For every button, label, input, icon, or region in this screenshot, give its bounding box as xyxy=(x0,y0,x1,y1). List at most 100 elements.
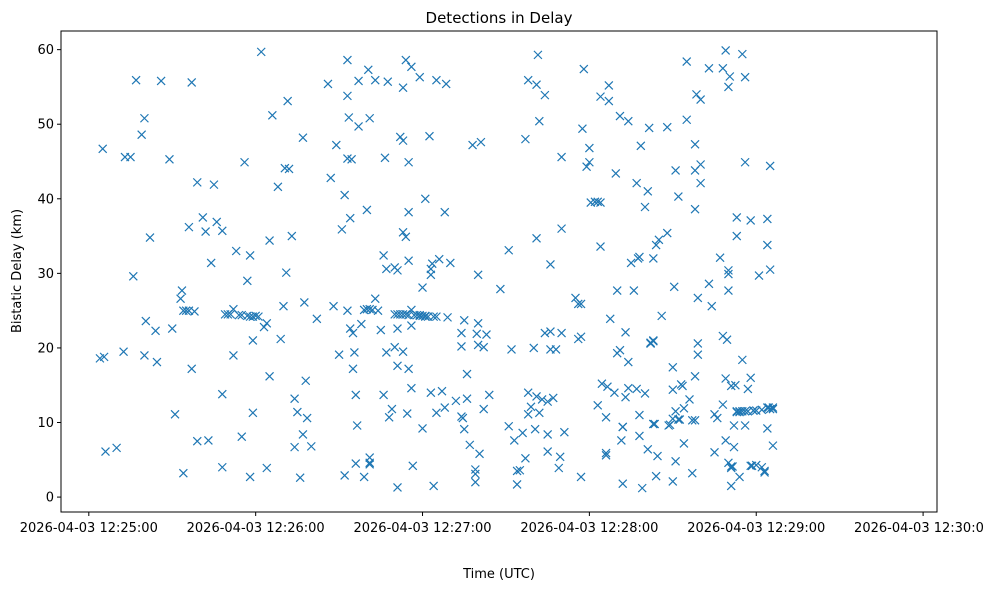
data-point xyxy=(532,391,541,401)
data-point xyxy=(640,389,650,398)
data-point xyxy=(349,347,359,357)
data-point xyxy=(616,435,626,445)
data-point xyxy=(348,328,358,338)
data-point xyxy=(693,339,703,348)
data-point xyxy=(379,390,389,400)
data-point xyxy=(370,294,380,304)
data-point xyxy=(404,157,414,167)
data-point xyxy=(735,472,744,482)
data-point xyxy=(443,312,452,322)
data-point xyxy=(615,345,625,355)
data-point xyxy=(578,124,587,134)
data-point xyxy=(512,466,522,476)
data-point xyxy=(352,421,362,430)
y-tick-label: 50 xyxy=(37,118,54,133)
data-point xyxy=(710,409,719,419)
data-point xyxy=(555,452,565,462)
data-point xyxy=(543,447,553,457)
data-point xyxy=(484,390,494,400)
data-point xyxy=(451,396,461,406)
data-point xyxy=(462,369,472,379)
data-point xyxy=(426,270,436,280)
data-point xyxy=(237,432,247,442)
data-point xyxy=(612,286,622,295)
data-point xyxy=(635,410,644,420)
data-point xyxy=(354,122,363,131)
data-point xyxy=(470,469,480,479)
data-point xyxy=(362,205,372,215)
data-point xyxy=(290,442,300,452)
data-point xyxy=(582,162,592,172)
data-point xyxy=(526,402,536,412)
data-point xyxy=(534,408,544,418)
data-point xyxy=(432,75,441,85)
data-point xyxy=(192,436,202,446)
data-point xyxy=(151,326,160,336)
data-point xyxy=(724,82,733,92)
data-point xyxy=(692,89,701,99)
data-point xyxy=(240,157,249,167)
data-point xyxy=(603,382,612,392)
data-point xyxy=(381,264,391,274)
data-point xyxy=(465,440,475,450)
data-point xyxy=(470,477,480,487)
data-point xyxy=(653,451,662,461)
data-point xyxy=(725,72,735,81)
data-point xyxy=(732,231,742,241)
data-point xyxy=(248,336,258,345)
data-point xyxy=(551,345,561,354)
x-tick-label: 2026-04-03 12:30:00 xyxy=(854,521,984,536)
data-point xyxy=(128,271,138,281)
data-point xyxy=(669,282,679,292)
data-point xyxy=(704,63,714,73)
data-point xyxy=(643,186,653,196)
data-point xyxy=(440,207,450,217)
data-point xyxy=(696,95,706,105)
data-point xyxy=(231,246,241,256)
data-point xyxy=(682,115,692,125)
data-point xyxy=(724,269,733,279)
data-point xyxy=(299,298,309,307)
data-point xyxy=(176,294,186,304)
data-point xyxy=(479,342,489,352)
data-point xyxy=(650,419,660,429)
data-point xyxy=(401,55,411,65)
data-point xyxy=(523,75,533,85)
data-point xyxy=(457,342,466,351)
data-point xyxy=(445,258,455,268)
data-point xyxy=(729,442,739,452)
data-point xyxy=(685,394,694,404)
data-point xyxy=(576,472,586,482)
data-point xyxy=(596,242,605,251)
data-point xyxy=(623,357,633,367)
data-point xyxy=(504,245,514,255)
data-point xyxy=(540,90,550,100)
data-point xyxy=(665,420,675,430)
data-point xyxy=(365,459,375,469)
data-point xyxy=(495,284,505,294)
data-point xyxy=(671,166,681,175)
data-point xyxy=(475,449,484,459)
data-point xyxy=(245,251,255,260)
data-point xyxy=(593,400,603,410)
data-point xyxy=(746,215,756,225)
data-point xyxy=(187,364,197,374)
data-point xyxy=(404,364,414,374)
data-point xyxy=(384,412,394,422)
data-point xyxy=(365,304,375,314)
data-point xyxy=(348,364,358,374)
data-point xyxy=(722,335,732,345)
data-point xyxy=(737,355,747,365)
data-point xyxy=(256,47,266,57)
data-point xyxy=(473,340,483,350)
data-point xyxy=(337,224,347,234)
data-point xyxy=(429,481,439,491)
data-point xyxy=(363,65,373,75)
data-point xyxy=(206,258,216,268)
data-point xyxy=(140,113,149,123)
data-point xyxy=(609,388,619,398)
data-point xyxy=(523,409,533,419)
x-tick-label: 2026-04-03 12:29:00 xyxy=(687,521,825,536)
data-points xyxy=(95,45,778,493)
data-point xyxy=(621,392,630,402)
